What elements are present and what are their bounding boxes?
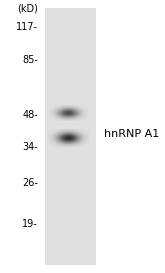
Text: (kD): (kD)	[17, 3, 38, 13]
Text: 85-: 85-	[22, 55, 38, 65]
Text: 34-: 34-	[22, 143, 38, 152]
Text: 19-: 19-	[22, 219, 38, 229]
Text: 26-: 26-	[22, 178, 38, 188]
Text: 117-: 117-	[16, 22, 38, 32]
Text: hnRNP A1: hnRNP A1	[104, 129, 159, 139]
Text: 48-: 48-	[22, 110, 38, 120]
Bar	[45, 8, 96, 265]
